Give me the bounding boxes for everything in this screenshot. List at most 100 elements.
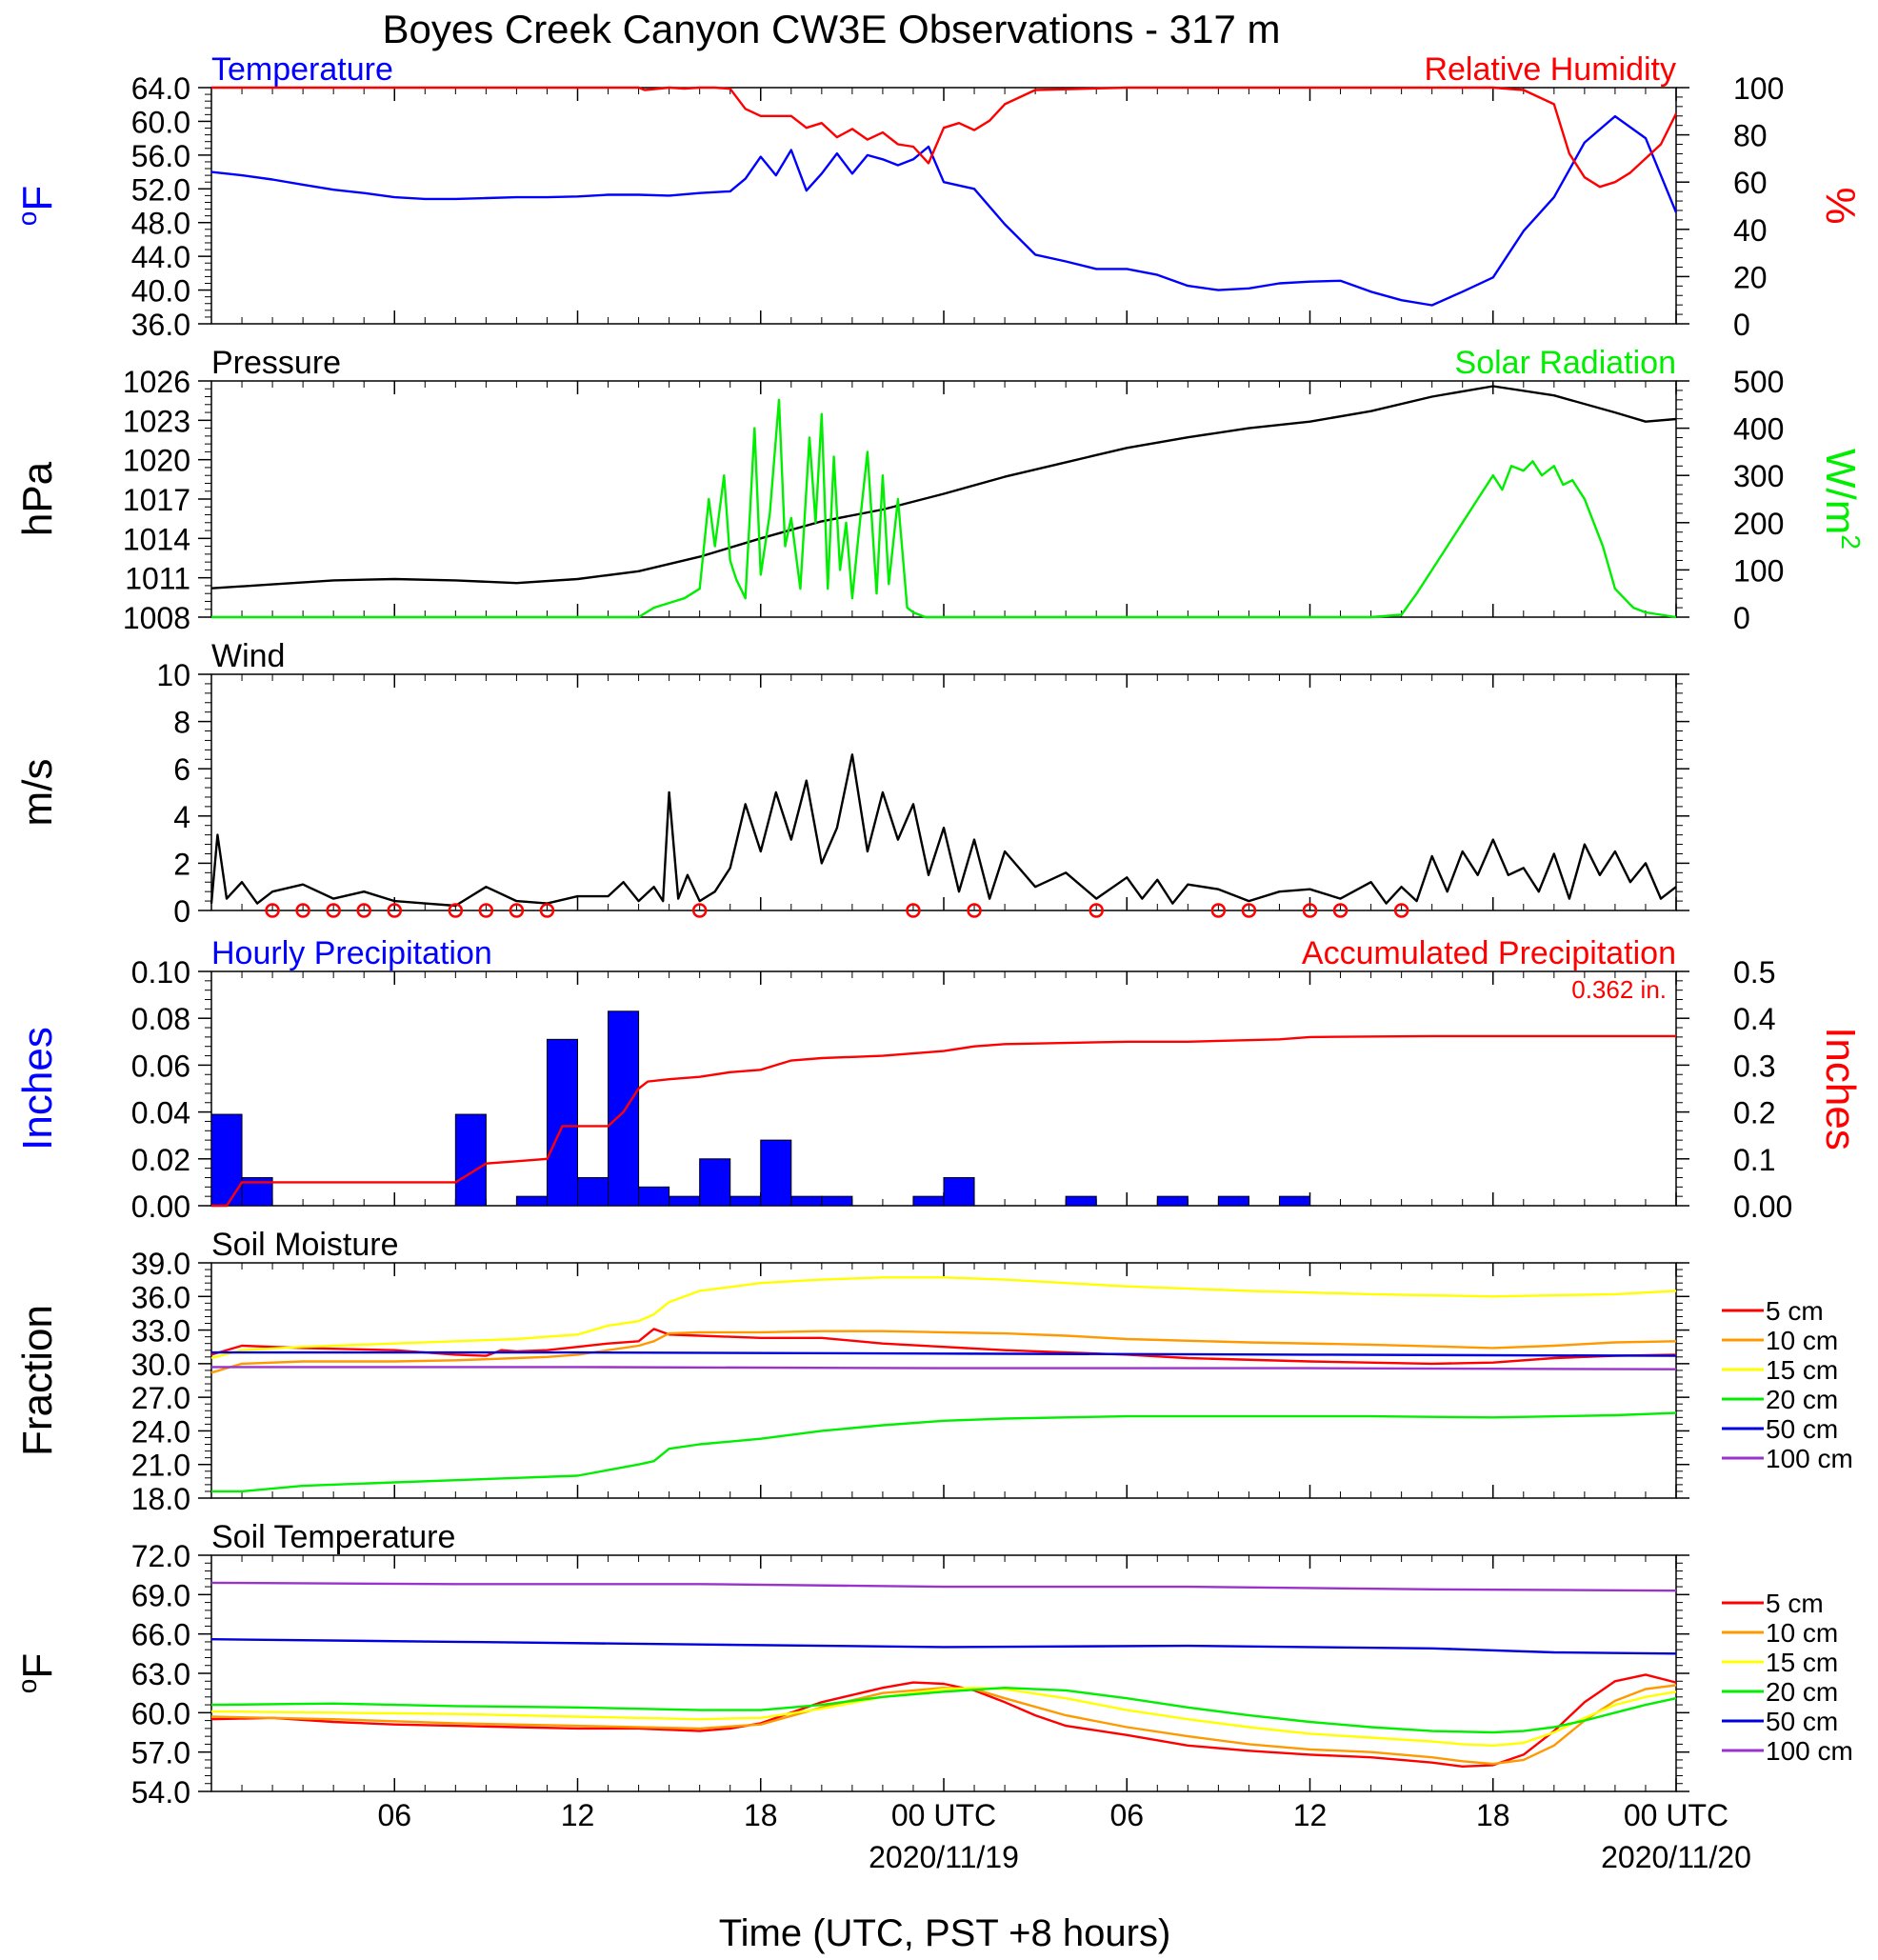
precip-bar [608, 1010, 640, 1207]
y-tick-label-left: 0.06 [131, 1049, 190, 1083]
y-axis-label-right: Inches [1817, 1027, 1864, 1150]
wind-barb-calm-circle [478, 903, 494, 918]
y-tick-label-left: 0.08 [131, 1002, 190, 1036]
y-tick-label-left: 0.00 [131, 1190, 190, 1224]
y-tick-label-left: 57.0 [131, 1736, 190, 1770]
y-tick-label-left: 54.0 [131, 1775, 190, 1810]
x-tick-label: 12 [1293, 1798, 1328, 1832]
y-tick-label-left: 60.0 [131, 105, 190, 139]
series-line-5-cm [210, 1673, 1677, 1769]
legend-entry: 15 cm [1766, 1355, 1838, 1385]
y-tick-label-left: 1008 [123, 601, 190, 635]
precip-bar [638, 1186, 670, 1207]
y-tick-label-left: 72.0 [131, 1539, 190, 1573]
panel-wind: 0 2 4 6 8 10 Wind m/s [14, 638, 1689, 929]
series-line-temperature [210, 114, 1678, 307]
y-axis-label-left: oF [12, 1653, 61, 1693]
series-line-15-cm [210, 1276, 1677, 1360]
panel-title-left: Soil Moisture [211, 1227, 399, 1263]
y-tick-label-left: 2 [173, 847, 190, 881]
series-line-100-cm [210, 1581, 1677, 1592]
y-tick-label-left: 36.0 [131, 1280, 190, 1314]
series-line-10-cm [210, 1684, 1677, 1766]
wind-barb-calm-circle [1089, 903, 1104, 918]
series-line-10-cm [210, 1330, 1677, 1374]
y-tick-label-left: 0.04 [131, 1096, 190, 1130]
wind-barb-calm-circle [356, 903, 371, 918]
precip-bar [1217, 1195, 1249, 1207]
series-line-20-cm [211, 1411, 1677, 1493]
x-tick-label: 18 [1476, 1798, 1510, 1832]
panel-precip: 0.00 0.02 0.04 0.06 0.08 0.10 0.00 0.1 0.2 0.3 0.4… [14, 935, 1864, 1224]
panel-title-left: Temperature [211, 51, 393, 88]
y-tick-label-left: 0 [173, 894, 190, 929]
y-tick-label-left: 69.0 [131, 1578, 190, 1612]
y-axis-label-left: Fraction [14, 1305, 61, 1456]
y-tick-label-left: 24.0 [131, 1414, 190, 1449]
y-tick-label-right: 0.4 [1733, 1002, 1775, 1036]
wind-barb-calm-circle [967, 903, 982, 918]
wind-barb-calm-circle [906, 903, 921, 918]
legend-entry: 10 cm [1766, 1326, 1838, 1355]
y-axis-label-right: % [1817, 187, 1864, 224]
x-tick-label: 18 [744, 1798, 778, 1832]
plot-frame [210, 87, 1677, 325]
x-date-label: 2020/11/19 [869, 1840, 1019, 1874]
precip-bar [515, 1195, 548, 1207]
precip-bar [912, 1195, 945, 1207]
y-tick-label-right: 40 [1733, 213, 1768, 248]
y-tick-label-right: 0.00 [1733, 1190, 1792, 1224]
wind-barb-calm-circle [1210, 903, 1227, 918]
x-date-label: 2020/11/20 [1601, 1840, 1751, 1874]
plot-frame [210, 970, 1677, 1207]
precip-bar [729, 1195, 762, 1207]
wind-barb-calm-circle [1332, 903, 1349, 918]
y-tick-label-left: 64.0 [131, 71, 190, 106]
panel-title-right: Accumulated Precipitation [1302, 935, 1676, 971]
wind-barb-calm-circle [1302, 903, 1318, 918]
y-tick-label-left: 4 [173, 800, 190, 834]
y-tick-label-right: 0.2 [1733, 1096, 1775, 1130]
wind-barb-calm-circle [539, 903, 555, 918]
precip-bar [546, 1038, 578, 1207]
y-tick-label-left: 36.0 [131, 308, 190, 342]
y-tick-label-left: 1023 [123, 404, 190, 438]
legend-entry: 50 cm [1766, 1414, 1838, 1444]
precip-bar [1278, 1195, 1311, 1207]
legend-entry: 15 cm [1766, 1648, 1838, 1677]
y-tick-label-right: 400 [1733, 412, 1784, 447]
y-tick-label-right: 0.3 [1733, 1049, 1775, 1083]
y-tick-label-left: 1026 [123, 365, 190, 399]
y-tick-label-right: 100 [1733, 553, 1784, 588]
x-tick-label: 00 UTC [1624, 1798, 1728, 1832]
y-tick-label-left: 40.0 [131, 274, 190, 309]
legend-entry: 10 cm [1766, 1618, 1838, 1648]
panel-title-left: Hourly Precipitation [211, 935, 492, 971]
y-axis-label-left: Inches [14, 1027, 61, 1150]
series-line-50-cm [211, 1350, 1677, 1357]
y-tick-label-left: 63.0 [131, 1657, 190, 1691]
wind-barb-calm-circle [448, 903, 464, 918]
precip-bar [790, 1195, 823, 1207]
legend-entry: 20 cm [1766, 1385, 1838, 1414]
y-tick-label-right: 0 [1733, 308, 1750, 342]
y-axis-label-right: W/m2 [1817, 449, 1866, 550]
y-axis-label-left: m/s [14, 759, 61, 827]
y-tick-label-left: 18.0 [131, 1482, 190, 1516]
x-tick-label: 12 [561, 1798, 595, 1832]
x-tick-label: 06 [377, 1798, 411, 1832]
panel-title-left: Soil Temperature [211, 1519, 455, 1555]
x-tick-label: 00 UTC [891, 1798, 996, 1832]
y-tick-label-left: 0.10 [131, 955, 190, 990]
panel-title-left: Pressure [211, 345, 341, 381]
legend-entry: 5 cm [1766, 1296, 1824, 1326]
y-tick-label-right: 0.1 [1733, 1143, 1775, 1177]
series-line-wind [210, 753, 1677, 908]
y-tick-label-left: 21.0 [131, 1449, 190, 1483]
wind-barb-calm-circle [691, 903, 708, 918]
precip-total-label: 0.362 in. [1571, 975, 1667, 1004]
y-axis-label-left: hPa [14, 461, 61, 536]
y-tick-label-right: 0.5 [1733, 955, 1775, 990]
chart-title: Boyes Creek Canyon CW3E Observations - 3… [382, 7, 1280, 51]
